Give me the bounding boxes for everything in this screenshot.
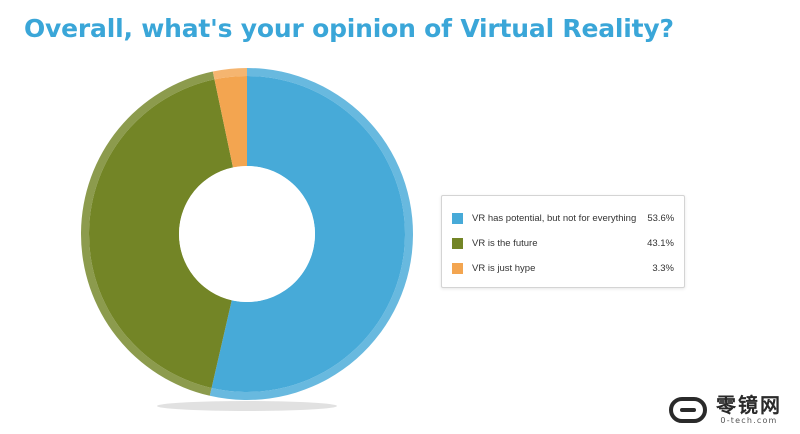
chart-legend: VR has potential, but not for everything…	[441, 195, 685, 288]
legend-label: VR has potential, but not for everything	[472, 213, 637, 224]
legend-label: VR is the future	[472, 238, 538, 249]
donut-slice-vr-has-potential-but-not-for-everything	[211, 76, 405, 392]
legend-swatch	[452, 213, 463, 224]
legend-swatch	[452, 238, 463, 249]
donut-chart	[70, 56, 430, 426]
donut-slice-vr-is-just-hype	[214, 76, 247, 168]
legend-swatch	[452, 263, 463, 274]
donut-slice-vr-is-the-future	[88, 79, 234, 388]
legend-value: 53.6%	[647, 213, 675, 224]
watermark-text: 零镜网 0-tech.com	[716, 394, 782, 426]
site-watermark: 零镜网 0-tech.com	[668, 394, 782, 426]
legend-label: VR is just hype	[472, 263, 536, 274]
legend-item: VR is just hype 3.3%	[452, 256, 674, 281]
donut-slice-vr-is-just-hype-rim	[212, 68, 247, 80]
watermark-cn: 零镜网	[716, 393, 782, 417]
legend-item: VR has potential, but not for everything…	[452, 206, 674, 231]
donut-shadow	[157, 401, 337, 411]
donut-chart-svg	[81, 68, 414, 411]
legend-item: VR is the future 43.1%	[452, 231, 674, 256]
legend-value: 43.1%	[647, 238, 674, 249]
zero-tech-logo-icon	[669, 397, 707, 423]
chart-title: Overall, what's your opinion of Virtual …	[24, 14, 674, 43]
watermark-en: 0-tech.com	[720, 416, 778, 425]
legend-value: 3.3%	[652, 263, 674, 274]
donut-hole	[179, 166, 315, 302]
